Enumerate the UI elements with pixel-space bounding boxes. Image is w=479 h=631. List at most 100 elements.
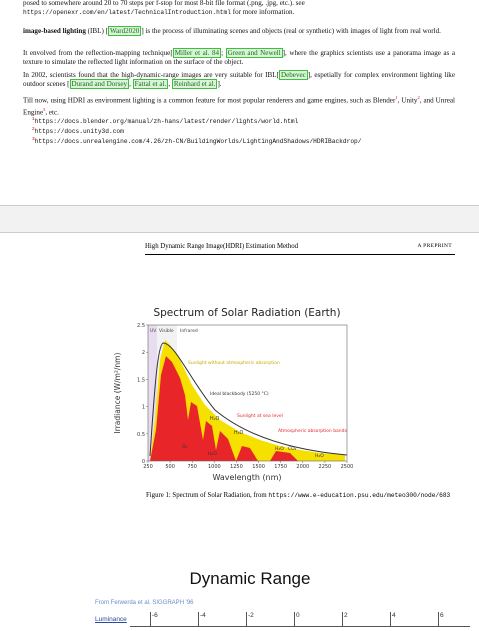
footnote-ref[interactable]: 3 [43,107,46,113]
x-tick-label: 250 [143,464,153,470]
annotation: Ideal blackbody (5250 °C) [210,391,269,397]
y-tick-label: 2 [142,350,145,356]
slide-axis: -6 -4 -2 0 2 4 6 [130,612,470,631]
paragraph: In 2002, scientists found that the high-… [23,70,455,89]
x-tick-label: 2000 [296,464,309,470]
term: image-based lighting [23,27,86,35]
y-tick-label: 0 [142,459,145,465]
footnote-ref[interactable]: 2 [417,95,420,100]
citation[interactable]: Reinhard et al. [171,79,218,89]
x-tick-label: 2500 [341,464,354,470]
text: (IBL) [ [85,27,108,35]
footnote: 3https://docs.unrealengine.com/4.26/zh-C… [32,136,464,146]
x-tick-label: 1000 [208,464,221,470]
text: ; [221,49,226,57]
text: , Unity [397,96,418,105]
slide-axis-label: Luminance [95,616,127,623]
link[interactable]: https://www.e-education.psu.edu/meteo300… [268,492,451,499]
x-tick-label: 2250 [319,464,332,470]
x-tick-label: 500 [165,464,175,470]
slide-tick-label: -6 [150,612,158,627]
text: posed to somewhere around 20 to 70 steps… [23,0,305,7]
running-header: High Dynamic Range Image(HDRI) Estimatio… [145,243,299,250]
y-axis-label: Irradiance (W/m²/nm) [113,353,122,434]
annotation: O₂ [182,444,188,450]
x-tick-label: 1250 [230,464,243,470]
annotation: CO₂ [288,446,297,452]
footnote-num: 2 [32,127,35,133]
citation[interactable]: Miller et al. 84 [172,48,222,58]
annotation: H₂O [275,446,284,452]
text: , [168,80,172,88]
slide-tick-label: 4 [390,612,396,627]
text: , and Unreal Engine [23,96,455,117]
plot-frame [147,324,348,462]
citation[interactable]: Ward2020 [107,26,142,36]
paragraph: posed to somewhere around 20 to 70 steps… [23,0,455,17]
annotation: Sunlight without atmospheric absorption [188,360,280,366]
text: ]. [217,80,222,88]
running-tag: A PREPRINT [417,243,452,249]
text: Till now, using HDRI as environment ligh… [23,96,396,105]
citation[interactable]: Durand and Dorsey [69,79,130,89]
link[interactable]: https://docs.unrealengine.com/4.26/zh-CN… [34,138,362,146]
citation[interactable]: Debevec [278,70,308,80]
y-tick-label: 1.5 [137,377,145,383]
link[interactable]: https://docs.blender.org/manual/zh-hans/… [34,118,299,126]
paragraph: image-based lighting (IBL) [Ward2020] is… [23,26,455,36]
text: It envolved from the reflection-mapping … [23,49,173,57]
text: ] is the process of illuminating scenes … [141,27,441,35]
paragraph: Till now, using HDRI as environment ligh… [23,93,455,118]
slide-source: From Ferwerda et al. SIGGRAPH '96 [95,600,194,606]
footnotes: 1https://docs.blender.org/manual/zh-hans… [32,116,464,146]
text: Figure 1: Spectrum of Solar Radiation, f… [146,492,269,499]
figure-title: Spectrum of Solar Radiation (Earth) [153,307,340,319]
citation[interactable]: Fattal et al. [132,79,169,89]
citation[interactable]: Green and Newell [225,48,283,58]
footnote: 2https://docs.unity3d.com [32,126,464,136]
uv-band [148,325,157,461]
link[interactable]: https://openexr.com/en/latest/TechnicalI… [23,9,231,16]
text: , etc. [45,108,59,117]
band-label: Infrared [180,328,198,334]
link[interactable]: https://docs.unity3d.com [34,128,124,136]
x-tick-label: 750 [187,464,197,470]
text: , [129,80,133,88]
slide-tick-label: 6 [438,612,444,627]
x-axis-label: Wavelength (nm) [212,473,281,482]
blackbody-curve [149,342,348,457]
text: In 2002, scientists found that the high-… [23,71,279,79]
text: ], espetially for complex environment li… [23,71,455,88]
slide-tick-label: 0 [294,612,300,627]
slide-tick-label: -4 [198,612,206,627]
band-label: UV [150,328,157,334]
text: ], where the graphics scientists use a p… [23,49,455,66]
paragraph: It envolved from the reflection-mapping … [23,48,455,67]
annotation: Atmospheric absorption bands [278,428,348,434]
annotation: H₂O [315,453,324,459]
x-tick-label: 1750 [274,464,287,470]
sea-level-area [150,356,298,461]
annotation: H₂O [234,430,244,436]
x-tick-label: 1500 [252,464,265,470]
footnote-ref[interactable]: 1 [395,95,398,100]
caption: Figure 1: Spectrum of Solar Radiation, f… [146,492,450,499]
annotation: H₂O [210,416,220,422]
annotation: Sunlight at sea level [237,413,283,419]
header-rule [145,254,455,255]
footnote-num: 3 [32,137,35,143]
annotation: H₂O [208,451,217,457]
band-label: Visible [159,328,174,334]
slide-axis-line [130,626,470,627]
footnote-num: 1 [32,117,35,122]
y-tick-label: 2.5 [137,323,145,329]
y-tick-label: 1 [142,405,145,411]
slide-tick-label: -2 [246,612,254,627]
y-tick-label: 0.5 [137,432,145,438]
slide-tick-label: 2 [342,612,348,627]
slide-title: Dynamic Range [189,569,311,588]
page-break [0,205,479,233]
text: for more information. [230,8,295,16]
